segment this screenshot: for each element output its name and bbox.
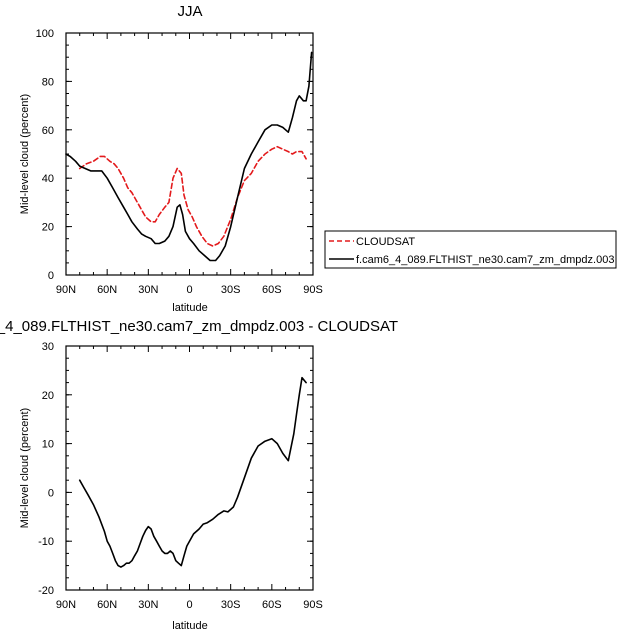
top-panel-ylabel: Mid-level cloud (percent) xyxy=(19,94,31,214)
bottom-ytick-label: 10 xyxy=(42,439,54,451)
bottom-ytick-label: -10 xyxy=(38,536,54,548)
bottom-panel: m6_4_089.FLTHIST_ne30.cam7_zm_dmpdz.003 … xyxy=(0,318,398,632)
bottom-xtick-label: 60S xyxy=(262,599,282,611)
legend-label-cloudsat: CLOUDSAT xyxy=(356,236,415,248)
top-panel: JJA 90N 60N 30N 0 30S 60S 90S 0 20 40 60 80 100 lati… xyxy=(19,3,323,314)
top-ytick-label: 0 xyxy=(48,270,54,282)
top-xtick-label: 30S xyxy=(221,284,241,296)
bottom-panel-title: m6_4_089.FLTHIST_ne30.cam7_zm_dmpdz.003 … xyxy=(0,318,398,335)
top-ytick-label: 20 xyxy=(42,222,54,234)
bottom-xtick-label: 30N xyxy=(138,599,158,611)
top-panel-series xyxy=(65,51,313,262)
legend-label-model: f.cam6_4_089.FLTHIST_ne30.cam7_zm_dmpdz.… xyxy=(356,254,614,266)
bottom-panel-frame xyxy=(65,345,314,591)
top-ytick-label: 60 xyxy=(42,125,54,137)
bottom-series-line-0 xyxy=(78,376,307,568)
bottom-ytick-label: 30 xyxy=(42,341,54,353)
top-xtick-label: 90S xyxy=(303,284,323,296)
bottom-xtick-label: 90N xyxy=(56,599,76,611)
bottom-panel-xlabel: latitude xyxy=(172,620,207,632)
legend-box xyxy=(324,230,617,269)
top-ytick-label: 40 xyxy=(42,173,54,185)
bottom-panel-series xyxy=(78,376,307,568)
bottom-ytick-label: 0 xyxy=(48,487,54,499)
top-xtick-label: 60N xyxy=(97,284,117,296)
top-series-line-1 xyxy=(65,51,313,262)
top-panel-title: JJA xyxy=(177,3,202,20)
bottom-xtick-label: 60N xyxy=(97,599,117,611)
bottom-xtick-label: 30S xyxy=(221,599,241,611)
top-panel-xlabel: latitude xyxy=(172,302,207,314)
top-panel-ticks: 90N 60N 30N 0 30S 60S 90S 0 20 40 60 80 100 xyxy=(36,28,323,296)
top-xtick-label: 60S xyxy=(262,284,282,296)
top-xtick-label: 0 xyxy=(186,284,192,296)
bottom-xtick-label: 90S xyxy=(303,599,323,611)
top-xtick-label: 90N xyxy=(56,284,76,296)
bottom-ytick-label: -20 xyxy=(38,585,54,597)
bottom-panel-ylabel: Mid-level cloud (percent) xyxy=(19,408,31,528)
bottom-ytick-label: 20 xyxy=(42,390,54,402)
legend: CLOUDSAT f.cam6_4_089.FLTHIST_ne30.cam7_… xyxy=(324,230,617,269)
top-series-line-0 xyxy=(78,145,307,247)
bottom-panel-ticks: 90N 60N 30N 0 30S 60S 90S -20 -10 0 10 20 30 xyxy=(38,341,323,611)
top-xtick-label: 30N xyxy=(138,284,158,296)
top-ytick-label: 100 xyxy=(36,28,54,40)
bottom-xtick-label: 0 xyxy=(186,599,192,611)
top-ytick-label: 80 xyxy=(42,76,54,88)
